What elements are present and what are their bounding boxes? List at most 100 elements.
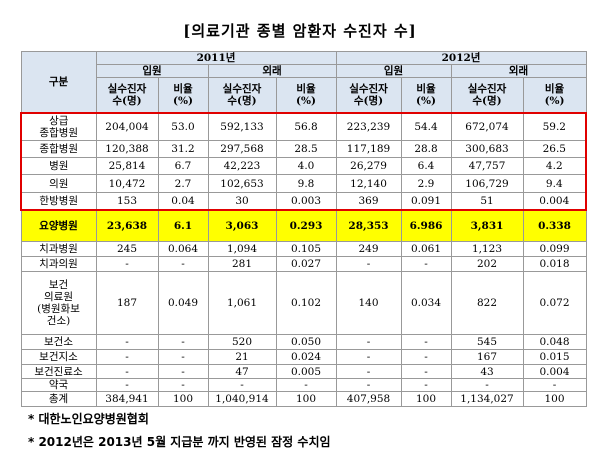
- sub-header: 실수진자 수(명): [335, 77, 402, 113]
- row: 의원 10,472 2.7 102,653 9.8 12,140 2.9 106,729 9.4: [20, 174, 588, 193]
- cell: 9.4: [522, 174, 588, 193]
- cell: 21: [207, 349, 277, 365]
- cell: 53.0: [157, 111, 209, 141]
- cell: 9.8: [275, 174, 337, 193]
- row: 보건진료소 - -47 0.005- -43 0.004: [20, 364, 587, 379]
- cell: -: [157, 349, 209, 365]
- cell: -: [450, 378, 524, 392]
- cell: 1,134,027: [450, 391, 524, 407]
- cell: 6.986: [400, 209, 452, 242]
- title: [의료기관 종별 암환자 수진자 수]: [183, 22, 417, 40]
- row: 병원 25,814 6.7 42,223 4.0 26,279 6.4 47,757 4.2: [20, 157, 588, 175]
- row-label: 약국: [20, 378, 97, 392]
- note: * 2012년은 2013년 5월 지급분 까지 반영된 잠정 수치임: [28, 435, 331, 449]
- cell: 0.102: [275, 271, 337, 335]
- cell: 3,831: [450, 209, 524, 242]
- row-label: 한방병원: [20, 192, 97, 211]
- cell: 0.091: [400, 192, 452, 211]
- cell: 28.8: [400, 140, 452, 158]
- cell: 300,683: [450, 140, 524, 158]
- cell: 0.049: [157, 271, 209, 335]
- cell: 592,133: [207, 111, 277, 141]
- cell: 369: [335, 192, 402, 211]
- cell: 2.9: [400, 174, 452, 193]
- cell: -: [400, 364, 452, 379]
- cell: -: [400, 256, 452, 272]
- row-label: 치과병원: [20, 241, 97, 257]
- cell: 1,040,914: [207, 391, 277, 407]
- cell: -: [335, 378, 402, 392]
- cell: 0.064: [157, 241, 209, 257]
- cell: 100: [157, 391, 209, 407]
- cell: 6.4: [400, 157, 452, 175]
- cell: 51: [450, 192, 524, 211]
- cell: 407,958: [335, 391, 402, 407]
- sub-header: 비율 (%): [275, 77, 337, 113]
- cell: -: [335, 364, 402, 379]
- cell: 28,353: [335, 209, 402, 242]
- cell: -: [335, 349, 402, 365]
- row: 요양병원 23,638 6.1 3,063 0.293 28,353 6.986 3,831 0…: [20, 209, 587, 242]
- cell: 0.018: [522, 256, 587, 272]
- cell: -: [400, 378, 452, 392]
- cell: 3,063: [207, 209, 277, 242]
- cell: 23,638: [95, 209, 159, 242]
- row-label: 요양병원: [20, 209, 97, 242]
- cell: 4.0: [275, 157, 337, 175]
- cell: 1,123: [450, 241, 524, 257]
- row: 종합병원 120,388 31.2 297,568 28.5 117,189 28.8 300…: [20, 140, 588, 158]
- cell: 0.048: [522, 334, 587, 350]
- cell: 31.2: [157, 140, 209, 158]
- cell: 42,223: [207, 157, 277, 175]
- row: 한방병원 153 0.04 30 0.003 369 0.091 51 0.004: [20, 192, 588, 211]
- cell: 0.005: [275, 364, 337, 379]
- cell: 0.003: [275, 192, 337, 211]
- sub-header: 비율 (%): [522, 77, 587, 113]
- header-cell: 구분: [20, 51, 97, 113]
- sub-header: 실수진자 수(명): [95, 77, 159, 113]
- cell: 2.7: [157, 174, 209, 193]
- cell: -: [157, 334, 209, 350]
- cell: -: [157, 256, 209, 272]
- cell: 25,814: [95, 157, 159, 175]
- cell: 822: [450, 271, 524, 335]
- row: 치과의원 - -281 0.027- -202 0.018: [20, 256, 587, 272]
- cell: 384,941: [95, 391, 159, 407]
- cell: 43: [450, 364, 524, 379]
- group-header: 외래: [450, 64, 587, 78]
- cell: 0.072: [522, 271, 587, 335]
- cell: 100: [275, 391, 337, 407]
- row: 치과병원 245 0.064 1,094 0.105 249 0.061 1,123 0.099: [20, 241, 587, 257]
- cell: 59.2: [522, 111, 588, 141]
- row-label: 보건소: [20, 334, 97, 350]
- sub-header: 비율 (%): [157, 77, 209, 113]
- year-header: 2012년: [335, 51, 587, 65]
- cell: -: [400, 334, 452, 350]
- row-label: 상급 종합병원: [20, 111, 97, 141]
- row-label: 총계: [20, 391, 97, 407]
- row-label: 보건지소: [20, 349, 97, 365]
- cell: 672,074: [450, 111, 524, 141]
- cell: 26.5: [522, 140, 588, 158]
- group-header: 입원: [335, 64, 452, 78]
- cell: 100: [400, 391, 452, 407]
- cell: -: [157, 364, 209, 379]
- cell: 0.293: [275, 209, 337, 242]
- cell: 0.061: [400, 241, 452, 257]
- cell: 0.099: [522, 241, 587, 257]
- cell: 26,279: [335, 157, 402, 175]
- row-label: 치과의원: [20, 256, 97, 272]
- cell: 167: [450, 349, 524, 365]
- cell: 0.004: [522, 192, 588, 211]
- cell: 6.1: [157, 209, 209, 242]
- cell: 100: [522, 391, 587, 407]
- cell: 117,189: [335, 140, 402, 158]
- row-label: 병원: [20, 157, 97, 175]
- cell: 204,004: [95, 111, 159, 141]
- cell: 106,729: [450, 174, 524, 193]
- cell: 0.015: [522, 349, 587, 365]
- cell: 47: [207, 364, 277, 379]
- cell: 6.7: [157, 157, 209, 175]
- cell: 1,094: [207, 241, 277, 257]
